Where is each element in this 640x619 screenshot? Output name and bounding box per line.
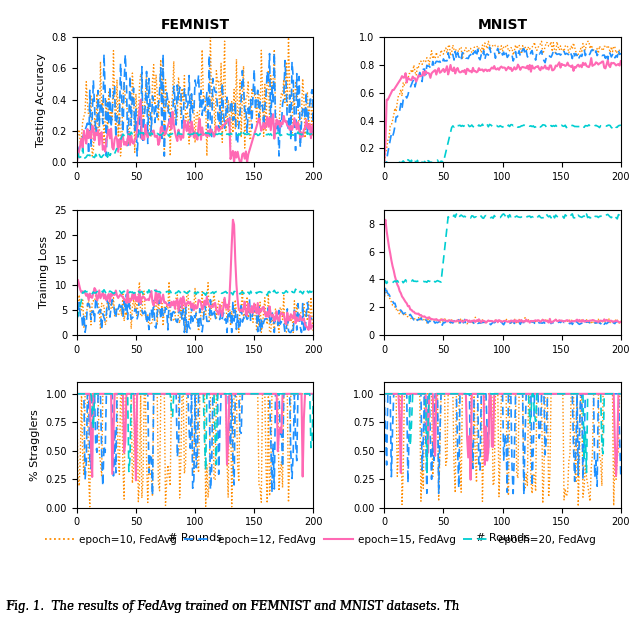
Title: FEMNIST: FEMNIST: [161, 18, 230, 32]
X-axis label: # Rounds: # Rounds: [168, 533, 222, 543]
Y-axis label: Testing Accuracy: Testing Accuracy: [36, 53, 46, 147]
Title: MNIST: MNIST: [477, 18, 527, 32]
Y-axis label: Training Loss: Training Loss: [39, 236, 49, 308]
Text: Fig. 1.  The results of FedAvg trained on FEMNIST and MNIST datasets. Th: Fig. 1. The results of FedAvg trained on…: [6, 600, 460, 613]
X-axis label: # Rounds: # Rounds: [476, 533, 529, 543]
Y-axis label: % Stragglers: % Stragglers: [30, 409, 40, 481]
Legend: epoch=10, FedAvg, epoch=12, FedAvg, epoch=15, FedAvg, epoch=20, FedAvg: epoch=10, FedAvg, epoch=12, FedAvg, epoc…: [40, 530, 600, 549]
Text: Fig. 1.  The results of FedAvg trained on FEMNIST and MNIST datasets. Th: Fig. 1. The results of FedAvg trained on…: [6, 600, 460, 613]
